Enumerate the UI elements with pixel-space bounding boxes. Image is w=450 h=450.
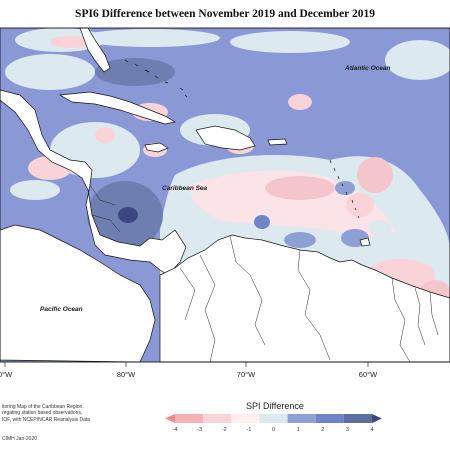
legend-tick-label: -2 [222, 427, 227, 433]
legend-swatch [175, 414, 204, 423]
legend-swatch [203, 414, 232, 423]
country-borders [89, 184, 439, 363]
footnote-line: regating station based observations, [2, 410, 83, 417]
legend-swatch [231, 414, 260, 423]
legend-tick-label: -3 [197, 427, 202, 433]
legend-tick-label: -1 [246, 427, 251, 433]
legend-tick-label: -4 [173, 427, 178, 433]
land [0, 27, 450, 363]
legend-swatch [343, 414, 372, 423]
caribbean-sea-label: Caribbean Sea [162, 185, 208, 192]
legend-swatch [372, 414, 382, 423]
legend-tick-label: 0 [272, 427, 275, 433]
legend-swatch [287, 414, 316, 423]
legend-swatch [165, 414, 175, 423]
longitude-axis: 90°W 80°W 70°W 60°W [0, 362, 378, 379]
island-chain [124, 59, 360, 219]
legend-tick-label: 3 [346, 427, 349, 433]
longitude-label: 90°W [0, 370, 13, 379]
longitude-label: 60°W [359, 370, 378, 379]
footnote-line: IOF, with NCEP/NCAR Reanalysis Data [2, 416, 91, 423]
legend-tick-label: 4 [370, 427, 373, 433]
footnote: itoring Map of the Caribbean Region. reg… [2, 404, 112, 423]
legend-tick-label: 2 [321, 427, 324, 433]
longitude-label: 70°W [237, 370, 256, 379]
map-title: SPI6 Difference between November 2019 an… [75, 8, 375, 20]
map-frame [0, 27, 450, 363]
legend-swatch [315, 414, 344, 423]
legend-title: SPI Difference [246, 401, 304, 411]
footnote-line: itoring Map of the Caribbean Region. [2, 404, 84, 410]
atlantic-ocean-label: Atlantic Ocean [344, 65, 391, 72]
legend-tick-label: 1 [297, 427, 300, 433]
pacific-ocean-label: Pacific Ocean [40, 306, 83, 313]
legend-swatch [259, 414, 288, 423]
longitude-label: 80°W [117, 370, 136, 379]
credit: CIMH Jan-2020 [2, 436, 38, 442]
